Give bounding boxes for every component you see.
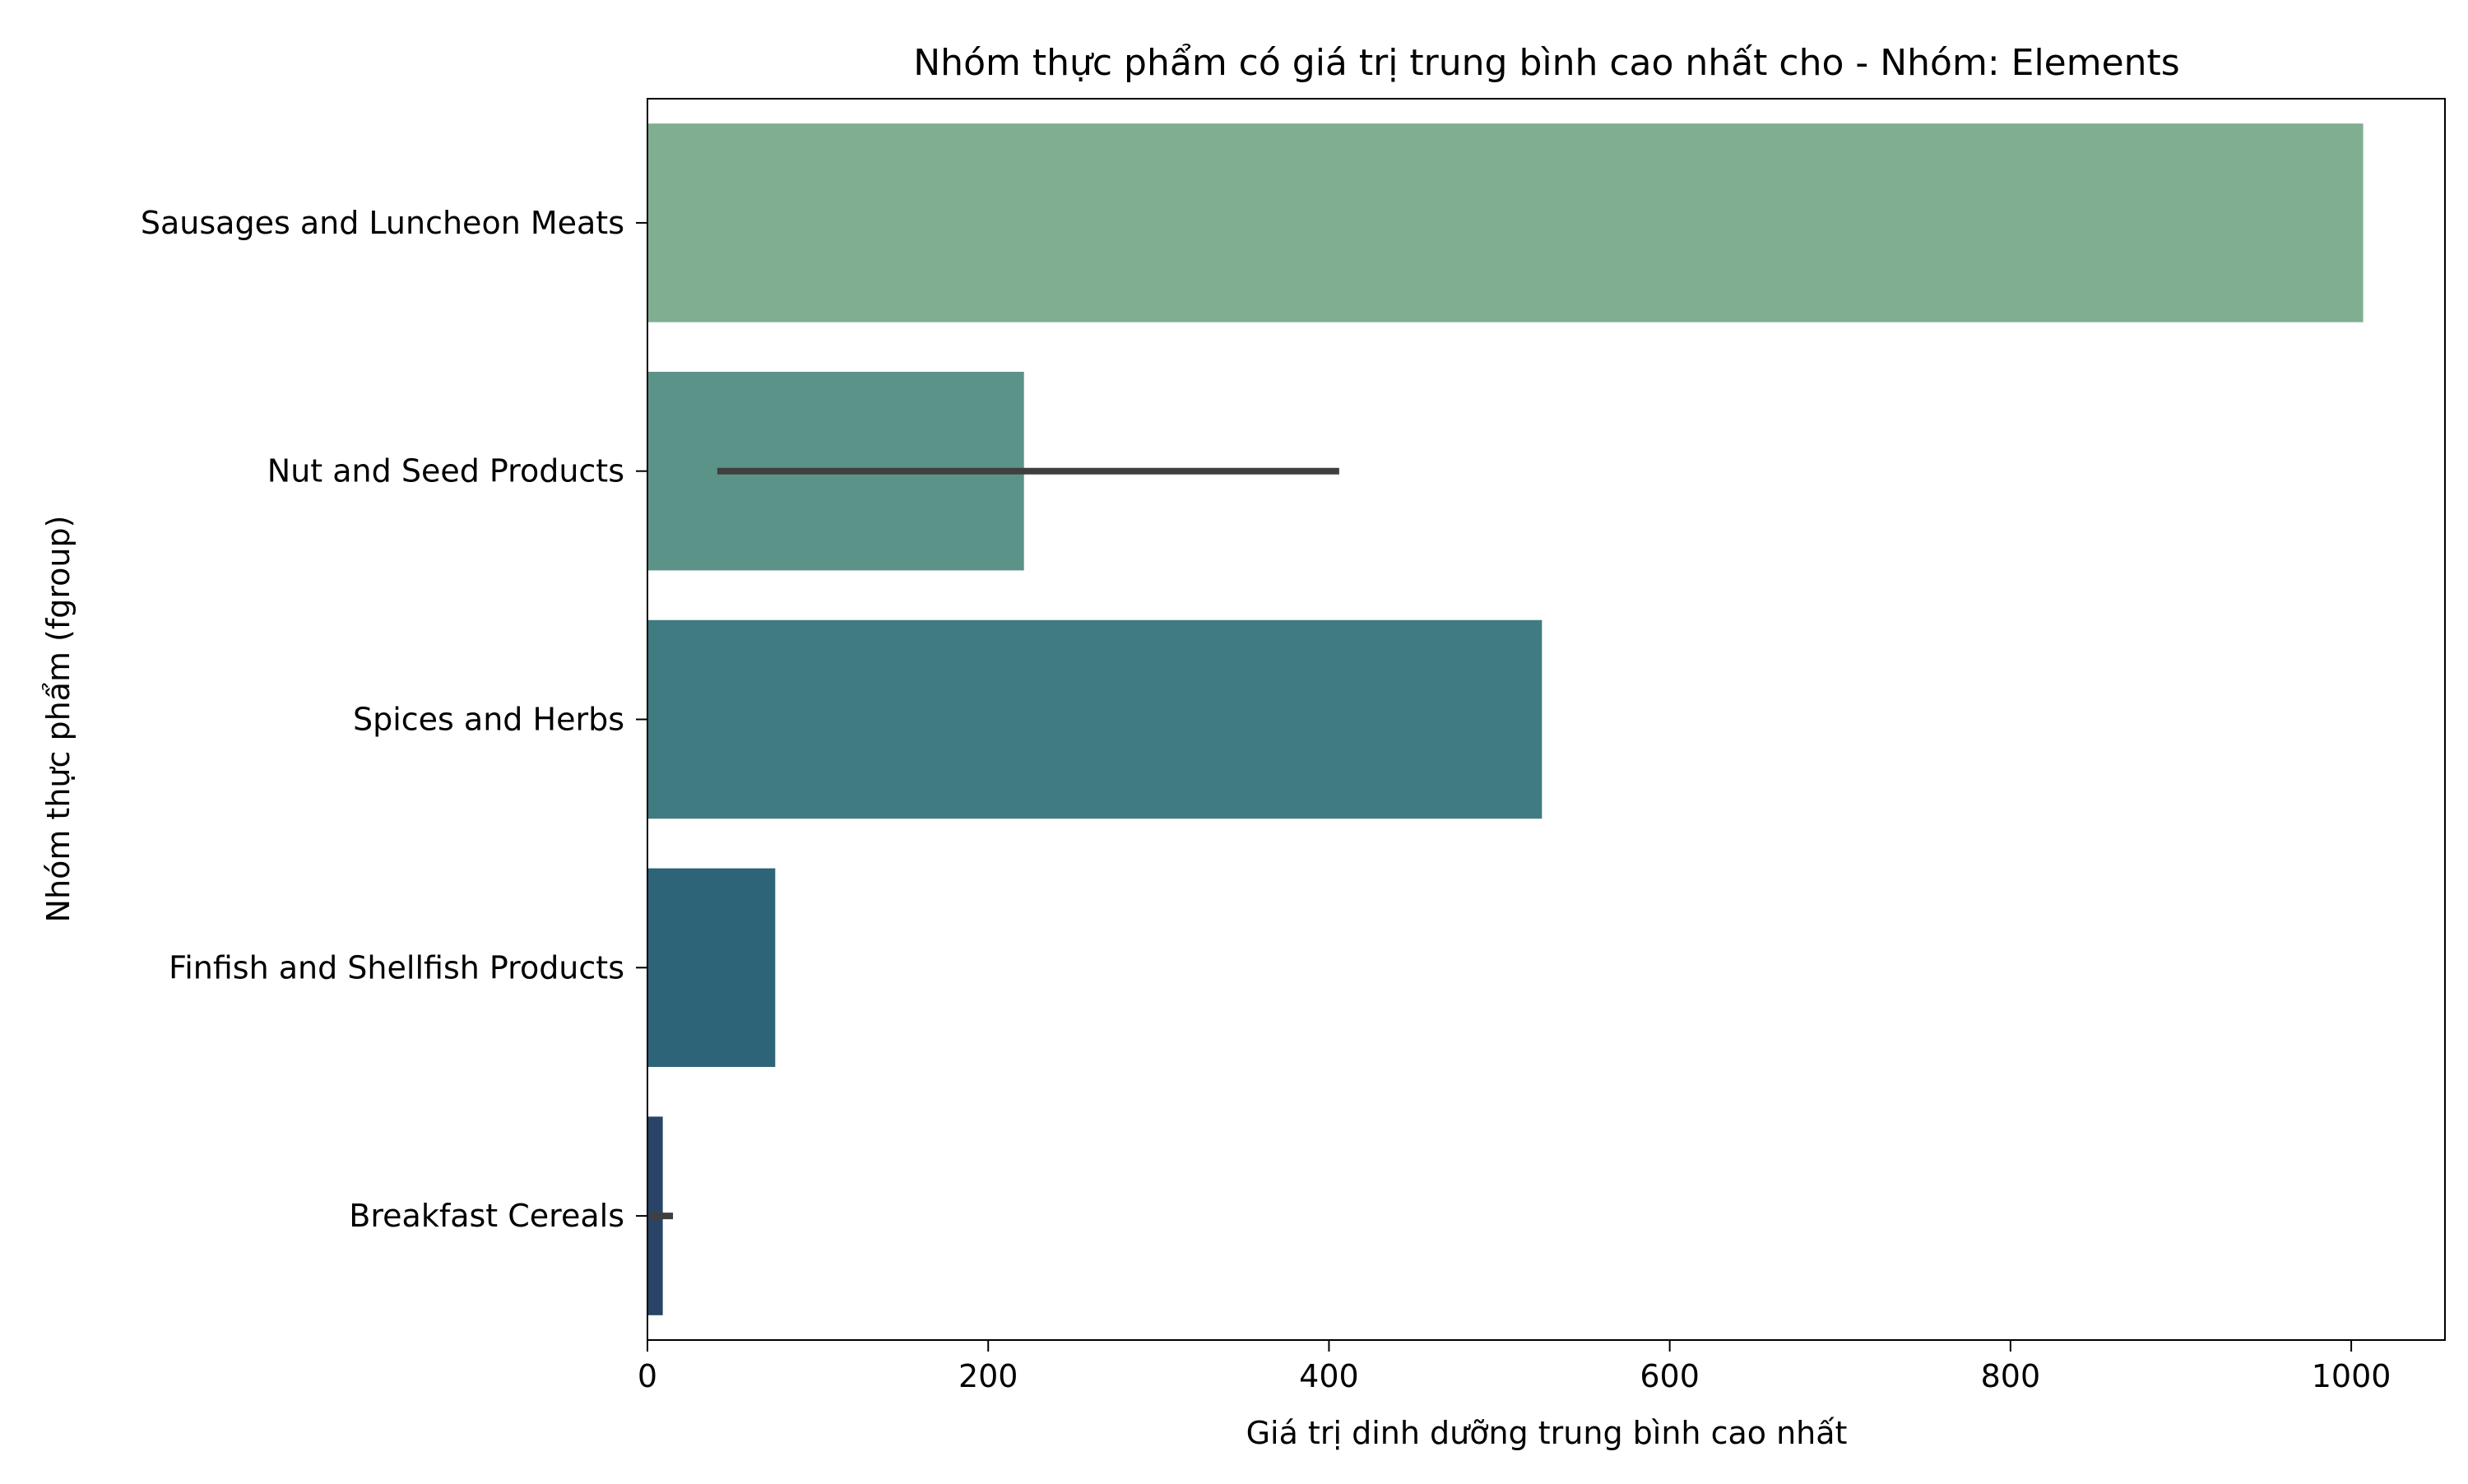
bars-layer <box>647 123 2364 1315</box>
bar-spices-and-herbs <box>647 619 1542 819</box>
bar-sausages-and-luncheon-meats <box>647 123 2364 322</box>
x-tick-label: 200 <box>958 1358 1018 1394</box>
y-axis-label: Nhóm thực phẩm (fgroup) <box>40 516 77 923</box>
y-tick-label: Finfish and Shellfish Products <box>169 949 624 985</box>
error-bars-layer <box>649 467 1339 1220</box>
bar-finfish-and-shellfish-products <box>647 868 776 1068</box>
y-tick-label: Sausages and Luncheon Meats <box>141 205 624 241</box>
chart-title: Nhóm thực phẩm có giá trị trung bình cao… <box>913 42 2179 84</box>
y-ticks-layer: Sausages and Luncheon Meats Nut and Seed … <box>141 205 647 1234</box>
x-tick-label: 400 <box>1299 1358 1359 1394</box>
x-ticks-layer: 0 200 400 600 800 1000 <box>638 1340 2391 1394</box>
x-tick-label: 800 <box>1981 1358 2041 1394</box>
x-tick-label: 600 <box>1640 1358 1700 1394</box>
x-tick-label: 0 <box>638 1358 657 1394</box>
x-tick-label: 1000 <box>2312 1358 2391 1394</box>
y-tick-label: Breakfast Cereals <box>349 1198 624 1234</box>
y-tick-label: Spices and Herbs <box>353 702 624 738</box>
y-tick-label: Nut and Seed Products <box>267 453 624 489</box>
x-axis-label: Giá trị dinh dưỡng trung bình cao nhất <box>1246 1415 1848 1451</box>
